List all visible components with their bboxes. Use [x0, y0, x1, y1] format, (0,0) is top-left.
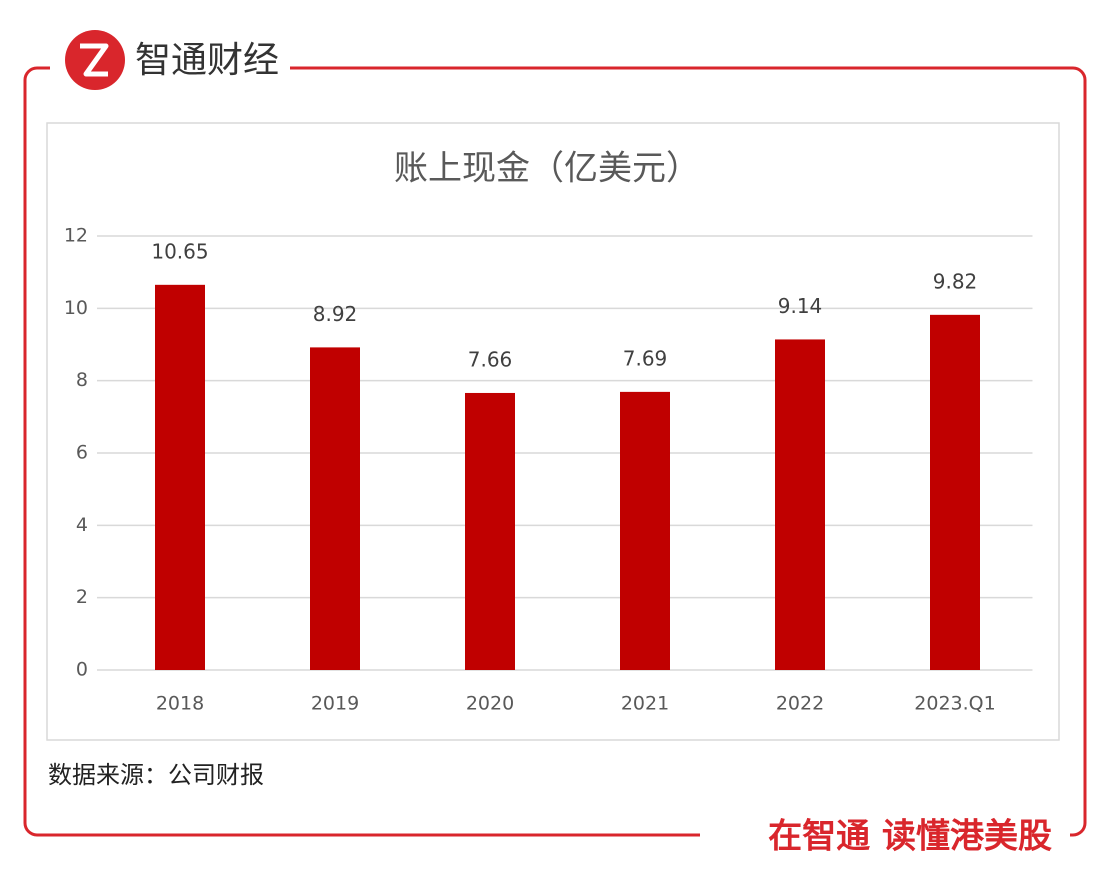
value-label: 7.69: [623, 346, 668, 370]
slogan: 在智通 读懂港美股: [768, 817, 1052, 857]
value-label: 8.92: [313, 302, 358, 326]
bar: [155, 284, 205, 670]
y-tick-label: 6: [76, 442, 88, 464]
brand: 智通财经: [135, 40, 279, 81]
y-tick-label: 2: [76, 586, 88, 608]
x-tick-label: 2020: [466, 693, 514, 715]
bar: [465, 392, 515, 670]
value-label: 7.66: [468, 347, 513, 371]
x-tick-label: 2022: [776, 693, 824, 715]
value-label: 9.82: [933, 269, 978, 293]
logo-mark: [80, 43, 109, 77]
value-label: 9.14: [778, 294, 823, 318]
y-tick-label: 4: [76, 514, 88, 536]
source: 数据来源：公司财报: [48, 761, 264, 789]
x-tick-label: 2018: [156, 693, 204, 715]
value-label: 10.65: [151, 239, 208, 263]
y-tick-label: 8: [76, 369, 88, 391]
bar: [930, 314, 980, 670]
y-tick-label: 0: [76, 659, 88, 681]
slogan-mask: [700, 810, 1070, 865]
chart-title: 账上现金（亿美元）: [394, 149, 700, 189]
x-tick-label: 2019: [311, 693, 359, 715]
y-tick-label: 12: [64, 225, 88, 247]
bar: [310, 347, 360, 670]
bar: [620, 391, 670, 670]
frame: [23, 66, 1087, 837]
y-tick-label: 10: [64, 297, 88, 319]
chart-panel: [46, 122, 1060, 741]
x-tick-label: 2021: [621, 693, 669, 715]
x-tick-label: 2023.Q1: [914, 693, 995, 715]
bar: [775, 339, 825, 670]
